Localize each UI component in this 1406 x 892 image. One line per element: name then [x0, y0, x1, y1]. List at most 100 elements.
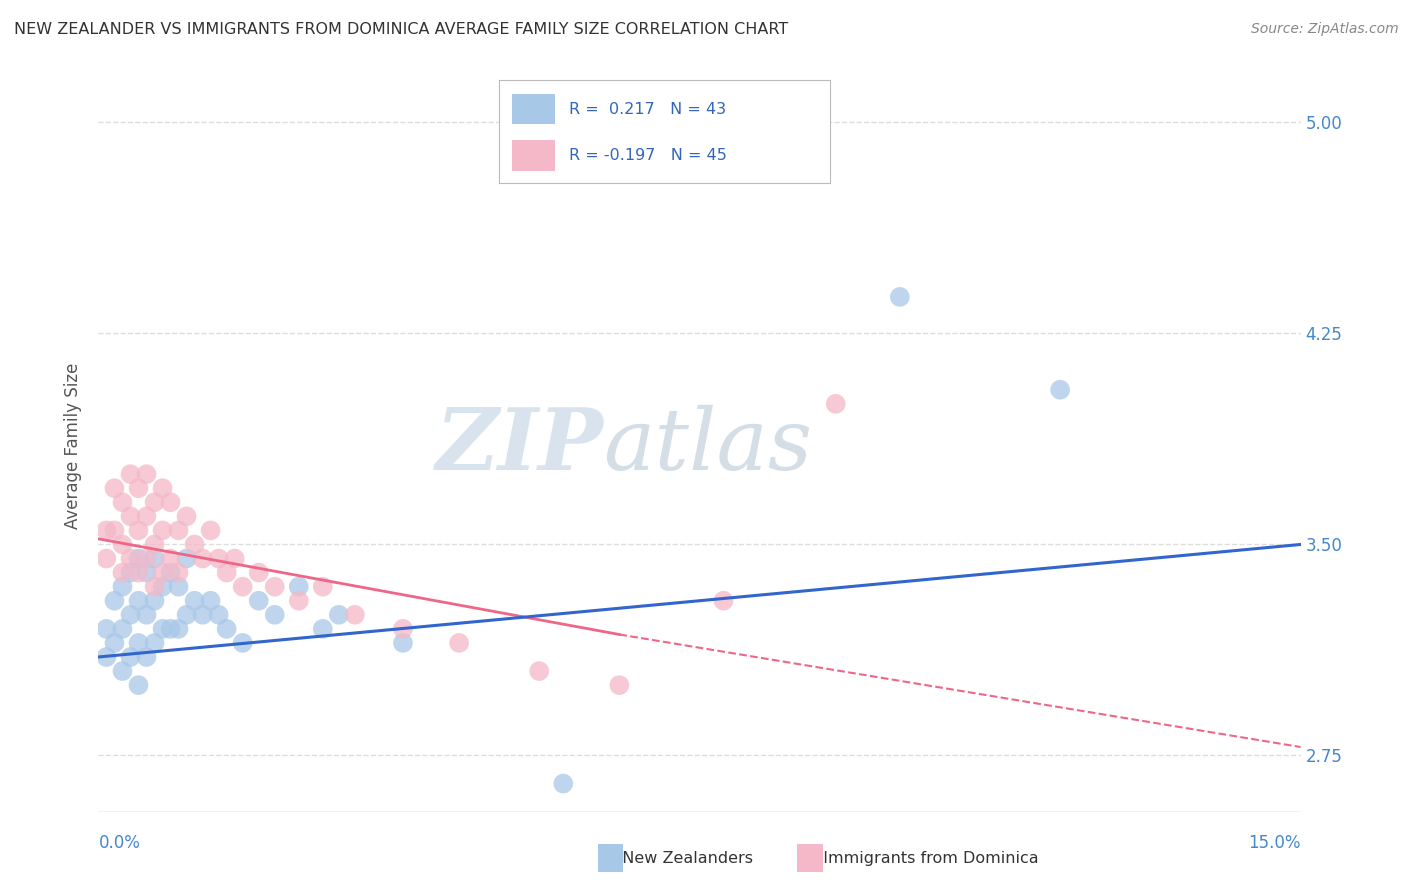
- Text: Immigrants from Dominica: Immigrants from Dominica: [813, 851, 1038, 865]
- Point: [103, 593, 125, 607]
- Point: [312, 622, 335, 636]
- Point: [111, 622, 134, 636]
- Point: [111, 580, 134, 594]
- Point: [96, 650, 118, 665]
- Point: [247, 593, 270, 607]
- Y-axis label: Average Family Size: Average Family Size: [65, 363, 83, 529]
- Point: [111, 566, 134, 580]
- Point: [167, 580, 190, 594]
- Point: [159, 566, 181, 580]
- Point: [120, 650, 142, 665]
- Text: atlas: atlas: [603, 405, 813, 487]
- Point: [232, 580, 254, 594]
- Point: [167, 524, 190, 538]
- Point: [120, 467, 142, 482]
- Point: [120, 509, 142, 524]
- Point: [208, 551, 231, 566]
- Point: [215, 622, 238, 636]
- Point: [96, 551, 118, 566]
- Point: [529, 664, 551, 678]
- Point: [176, 509, 198, 524]
- Point: [208, 607, 231, 622]
- Text: 0.0%: 0.0%: [98, 834, 141, 852]
- Point: [135, 467, 157, 482]
- Point: [167, 622, 190, 636]
- Point: [152, 481, 174, 495]
- Point: [128, 551, 150, 566]
- Point: [176, 607, 198, 622]
- Point: [713, 593, 735, 607]
- Text: Source: ZipAtlas.com: Source: ZipAtlas.com: [1251, 22, 1399, 37]
- Text: NEW ZEALANDER VS IMMIGRANTS FROM DOMINICA AVERAGE FAMILY SIZE CORRELATION CHART: NEW ZEALANDER VS IMMIGRANTS FROM DOMINIC…: [14, 22, 789, 37]
- Point: [111, 664, 134, 678]
- Point: [392, 636, 415, 650]
- Point: [135, 566, 157, 580]
- Point: [328, 607, 350, 622]
- Point: [103, 524, 125, 538]
- Point: [167, 566, 190, 580]
- Point: [120, 551, 142, 566]
- Point: [128, 678, 150, 692]
- Point: [232, 636, 254, 650]
- Point: [263, 607, 285, 622]
- Point: [143, 580, 166, 594]
- Point: [224, 551, 246, 566]
- Point: [143, 551, 166, 566]
- Point: [103, 636, 125, 650]
- Point: [103, 481, 125, 495]
- Point: [135, 650, 157, 665]
- Point: [392, 622, 415, 636]
- Point: [152, 580, 174, 594]
- Point: [191, 607, 214, 622]
- Point: [183, 593, 205, 607]
- Point: [143, 593, 166, 607]
- Text: R =  0.217   N = 43: R = 0.217 N = 43: [568, 102, 725, 117]
- Point: [191, 551, 214, 566]
- Point: [288, 593, 311, 607]
- Point: [447, 636, 470, 650]
- Point: [183, 537, 205, 551]
- Point: [120, 566, 142, 580]
- Point: [215, 566, 238, 580]
- Point: [152, 622, 174, 636]
- FancyBboxPatch shape: [512, 140, 555, 170]
- Point: [312, 580, 335, 594]
- Text: New Zealanders: New Zealanders: [612, 851, 752, 865]
- Point: [143, 636, 166, 650]
- Point: [128, 636, 150, 650]
- Text: R = -0.197   N = 45: R = -0.197 N = 45: [568, 148, 727, 162]
- Point: [111, 495, 134, 509]
- Point: [553, 776, 575, 790]
- Point: [135, 607, 157, 622]
- Point: [263, 580, 285, 594]
- Point: [128, 566, 150, 580]
- Point: [176, 551, 198, 566]
- Point: [1049, 383, 1071, 397]
- Point: [159, 551, 181, 566]
- Point: [247, 566, 270, 580]
- Point: [343, 607, 366, 622]
- Point: [288, 580, 311, 594]
- Point: [128, 481, 150, 495]
- Point: [152, 524, 174, 538]
- Text: 15.0%: 15.0%: [1249, 834, 1301, 852]
- Point: [143, 537, 166, 551]
- Point: [824, 397, 846, 411]
- Point: [159, 622, 181, 636]
- Point: [152, 566, 174, 580]
- Point: [111, 537, 134, 551]
- Point: [200, 524, 222, 538]
- Point: [143, 495, 166, 509]
- FancyBboxPatch shape: [512, 94, 555, 124]
- Point: [135, 509, 157, 524]
- Point: [159, 495, 181, 509]
- Point: [609, 678, 631, 692]
- Point: [96, 524, 118, 538]
- Point: [128, 593, 150, 607]
- Text: ZIP: ZIP: [436, 404, 603, 488]
- Point: [120, 607, 142, 622]
- Point: [889, 290, 911, 304]
- Point: [200, 593, 222, 607]
- Point: [135, 551, 157, 566]
- Point: [96, 622, 118, 636]
